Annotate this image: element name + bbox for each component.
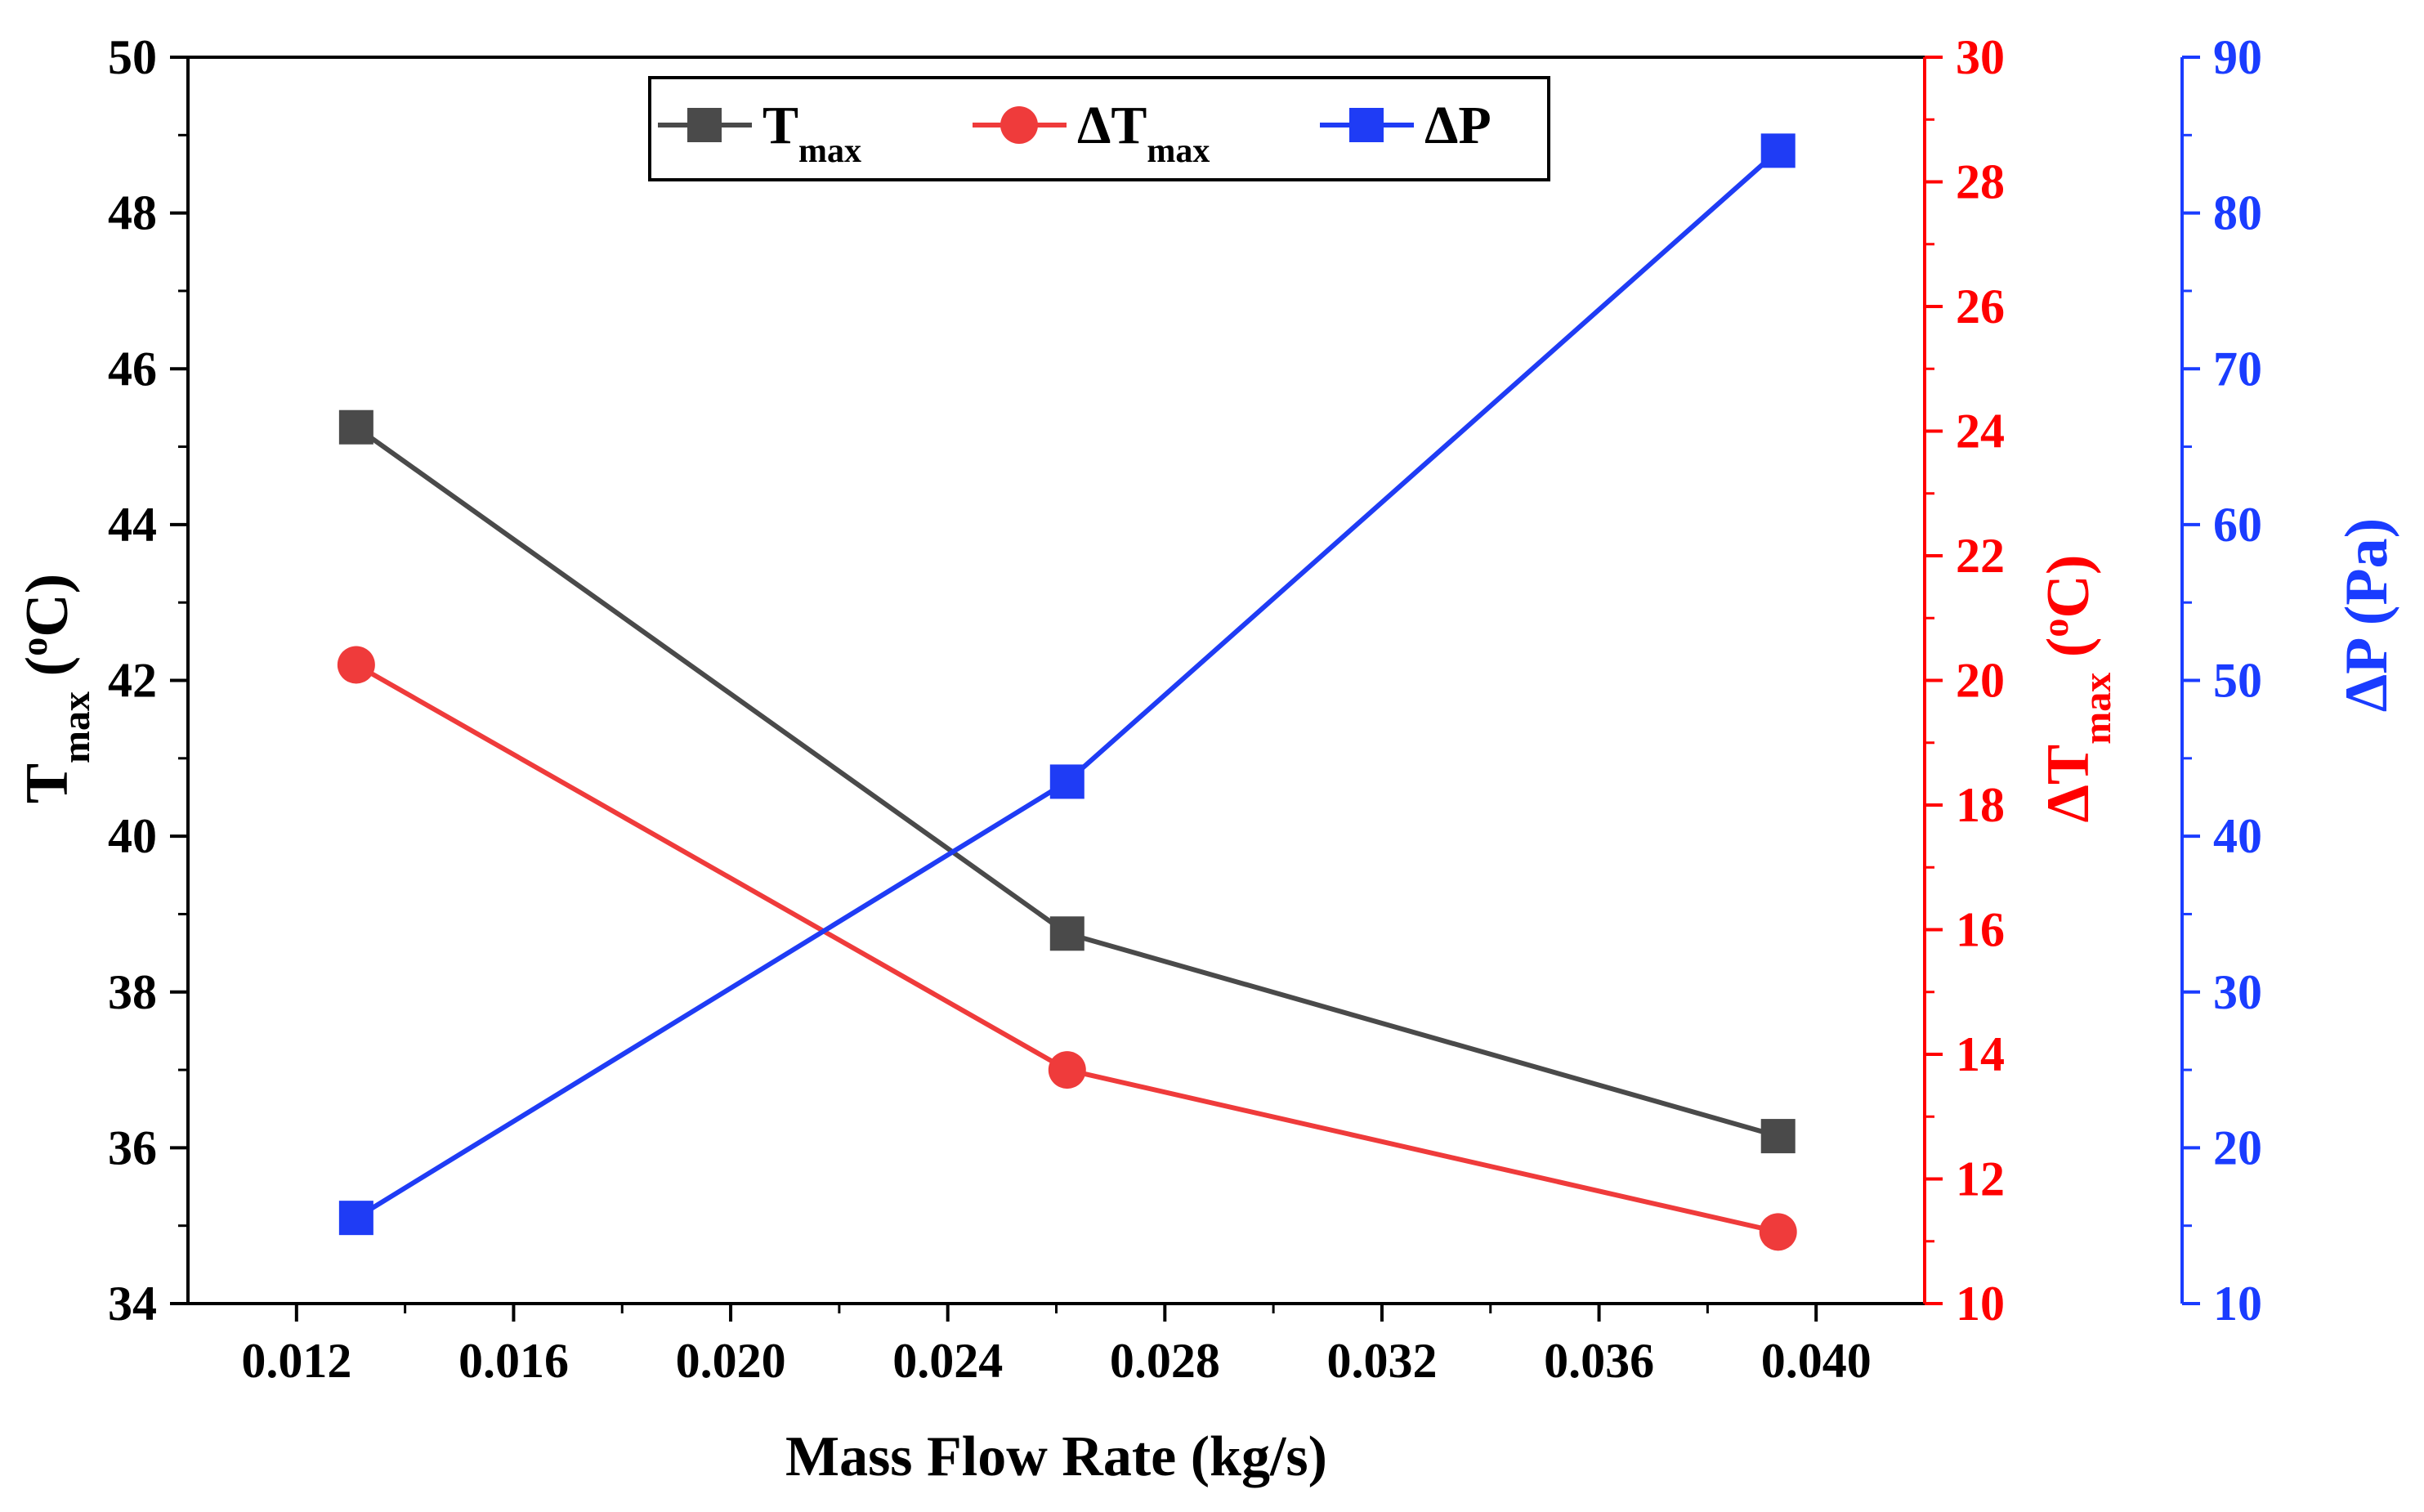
y-pressure-tick-label: 50 xyxy=(2213,654,2262,708)
y-right-tick-label: 24 xyxy=(1956,405,2005,459)
legend-label-subscript: max xyxy=(1147,132,1210,170)
y-left-tick-label: 40 xyxy=(108,809,157,863)
x-tick-label: 0.024 xyxy=(892,1334,1003,1388)
y-left-tick-label: 38 xyxy=(108,965,157,1019)
data-point-0 xyxy=(338,409,373,445)
x-tick-label: 0.040 xyxy=(1761,1334,1872,1388)
axis-title-part: C) xyxy=(14,574,81,637)
legend-box xyxy=(648,76,1550,181)
y-pressure-tick-label: 10 xyxy=(2213,1277,2262,1331)
x-tick-label: 0.028 xyxy=(1110,1334,1220,1388)
data-point-2 xyxy=(1049,764,1085,799)
legend-label-main: T xyxy=(763,96,798,155)
y-left-tick-label: 42 xyxy=(108,654,157,708)
axis-title-subscript: max xyxy=(2076,673,2119,745)
legend-marker-1 xyxy=(1000,106,1038,144)
y-pressure-tick-label: 60 xyxy=(2213,498,2262,552)
x-tick-label: 0.012 xyxy=(241,1334,351,1388)
axis-title-part: ΔT xyxy=(2035,745,2102,823)
data-point-1 xyxy=(1048,1051,1086,1089)
axis-title-part: T xyxy=(14,763,81,803)
data-point-0 xyxy=(1760,1119,1796,1154)
legend-label-2: ΔP xyxy=(1424,96,1492,155)
y-pressure-tick-label: 80 xyxy=(2213,186,2262,240)
x-tick-label: 0.020 xyxy=(676,1334,786,1388)
y-right-tick-label: 10 xyxy=(1956,1277,2005,1331)
axis-title-part: C) xyxy=(2035,555,2102,619)
x-tick-label: 0.036 xyxy=(1544,1334,1654,1388)
legend-marker-2 xyxy=(1349,108,1384,142)
y-right-tick-label: 20 xyxy=(1956,654,2005,708)
y-right-tick-label: 12 xyxy=(1956,1152,2005,1206)
x-tick-label: 0.016 xyxy=(458,1334,569,1388)
y-left-tick-label: 36 xyxy=(108,1121,157,1174)
legend-label-main: ΔT xyxy=(1077,96,1147,155)
y-axis-right-title: ΔTmax (oC) xyxy=(2034,555,2119,823)
legend-label-main: ΔP xyxy=(1424,96,1492,155)
y-left-tick-label: 44 xyxy=(108,498,157,552)
y-right-tick-label: 16 xyxy=(1956,903,2005,957)
axis-title-superscript: o xyxy=(2034,619,2076,637)
data-point-0 xyxy=(1049,916,1085,951)
axis-title-subscript: max xyxy=(55,691,98,763)
axis-title-superscript: o xyxy=(13,637,55,656)
y-pressure-tick-label: 30 xyxy=(2213,965,2262,1019)
y-right-tick-label: 26 xyxy=(1956,280,2005,333)
y-right-tick-label: 28 xyxy=(1956,155,2005,209)
y-right-tick-label: 30 xyxy=(1956,30,2005,84)
axis-title-part: ( xyxy=(14,656,81,691)
y-pressure-tick-label: 20 xyxy=(2213,1121,2262,1174)
y-left-tick-label: 48 xyxy=(108,186,157,240)
legend-label-0: Tmax xyxy=(763,96,861,170)
y-right-tick-label: 18 xyxy=(1956,778,2005,832)
data-point-1 xyxy=(337,646,375,684)
y-axis-pressure-title: ΔP (Pa) xyxy=(2333,518,2400,713)
y-pressure-tick-label: 90 xyxy=(2213,30,2262,84)
data-point-2 xyxy=(338,1201,373,1236)
axis-title-part: ( xyxy=(2035,637,2102,673)
data-point-2 xyxy=(1760,133,1796,168)
y-right-tick-label: 22 xyxy=(1956,529,2005,583)
y-left-tick-label: 50 xyxy=(108,30,157,84)
x-tick-label: 0.032 xyxy=(1326,1334,1437,1388)
y-left-tick-label: 34 xyxy=(108,1277,157,1331)
legend-label-subscript: max xyxy=(798,132,861,170)
y-pressure-tick-label: 40 xyxy=(2213,809,2262,863)
data-point-1 xyxy=(1759,1213,1797,1251)
x-axis-title: Mass Flow Rate (kg/s) xyxy=(785,1425,1327,1488)
y-axis-left-title: Tmax (oC) xyxy=(13,574,98,804)
y-pressure-tick-label: 70 xyxy=(2213,342,2262,396)
y-right-tick-label: 14 xyxy=(1956,1027,2005,1081)
legend-label-1: ΔTmax xyxy=(1077,96,1210,170)
y-left-tick-label: 46 xyxy=(108,342,157,396)
legend-marker-0 xyxy=(687,108,722,142)
